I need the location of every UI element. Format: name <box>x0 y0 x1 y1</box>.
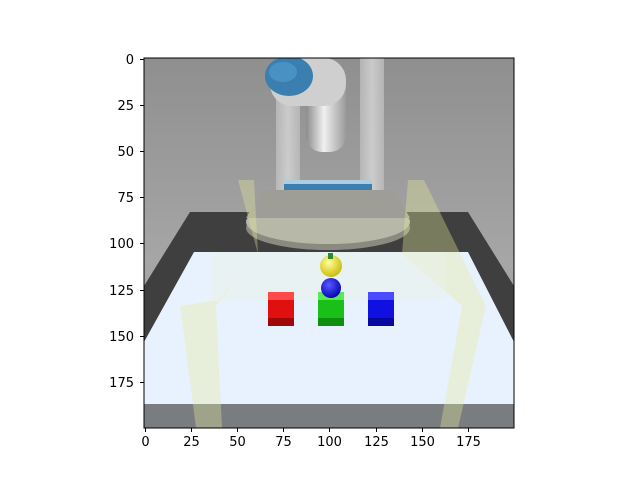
y-tick-label: 75 <box>117 191 134 206</box>
x-tick-label: 0 <box>141 435 149 450</box>
y-tick-label: 125 <box>109 284 134 299</box>
y-tick-label: 175 <box>109 376 134 391</box>
table-top <box>144 252 514 404</box>
x-tick-label: 50 <box>229 435 246 450</box>
blue-sphere <box>321 278 341 298</box>
blue-cube <box>368 292 394 326</box>
y-tick-label: 50 <box>117 145 134 160</box>
y-tick-label: 100 <box>109 237 134 252</box>
x-tick-label: 100 <box>317 435 342 450</box>
table-front-edge <box>144 404 514 428</box>
x-tick-label: 150 <box>410 435 435 450</box>
x-tick-label: 25 <box>183 435 200 450</box>
y-tick-label: 25 <box>117 99 134 114</box>
y-tick-label: 150 <box>109 330 134 345</box>
x-axis: 0 25 50 75 100 125 150 175 <box>141 428 481 450</box>
y-tick-label: 0 <box>126 53 134 68</box>
right-pillar <box>360 58 384 198</box>
x-tick-label: 175 <box>456 435 481 450</box>
scene-image <box>144 58 514 428</box>
y-axis: 0 25 50 75 100 125 150 175 <box>109 53 144 391</box>
red-cube <box>268 292 294 326</box>
x-tick-label: 125 <box>364 435 389 450</box>
x-tick-label: 75 <box>275 435 292 450</box>
yellow-sphere <box>320 255 342 277</box>
yellow-sphere-stem <box>328 253 333 259</box>
